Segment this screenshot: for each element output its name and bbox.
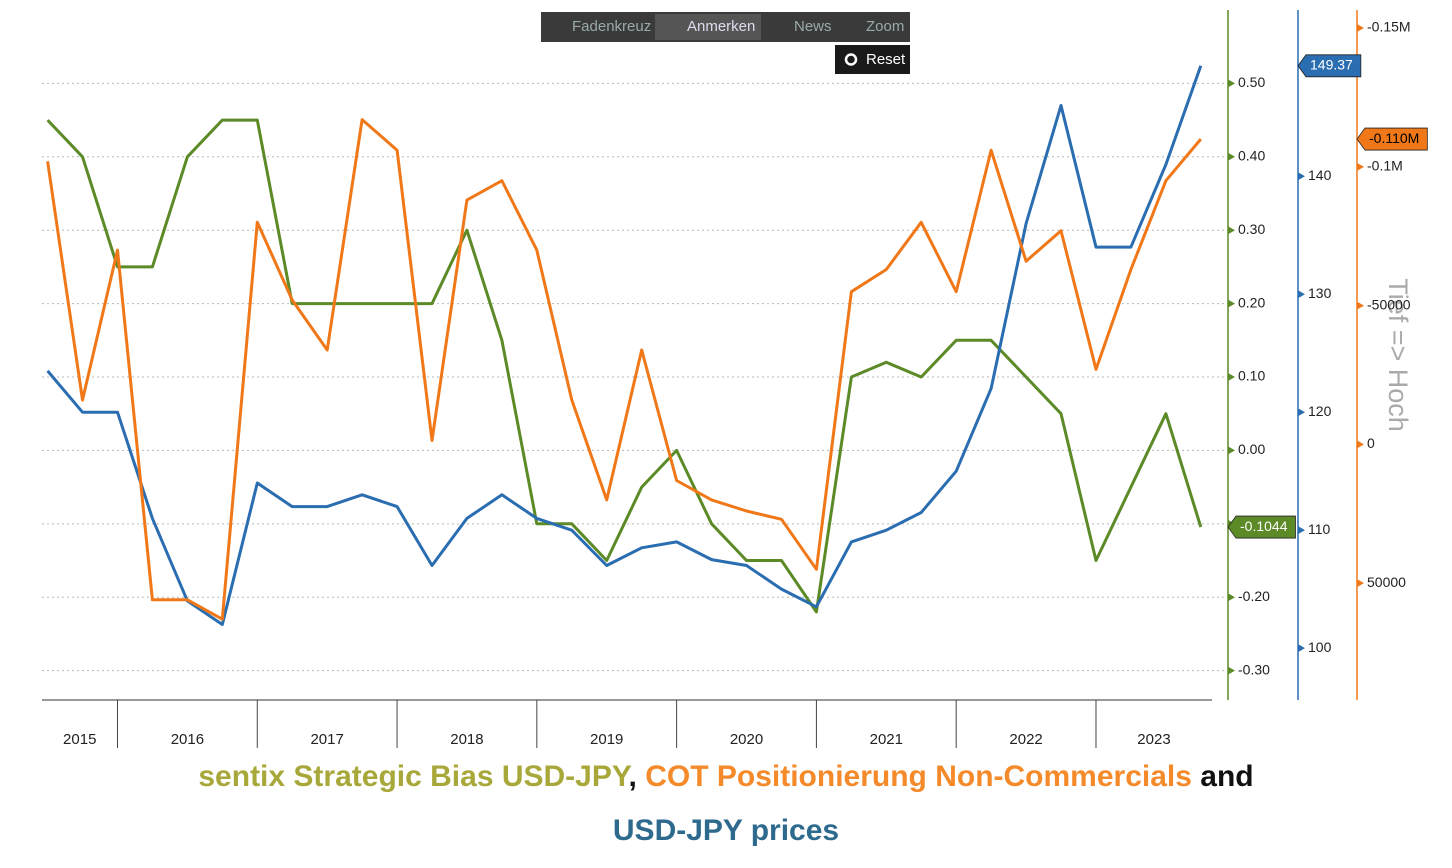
marker-box	[1227, 515, 1296, 539]
title-part: sentix Strategic Bias USD-JPY	[198, 760, 631, 793]
y-tick-label: 140	[1308, 167, 1332, 183]
y-tick-label: 0.00	[1238, 441, 1265, 457]
title-part: ,	[629, 760, 646, 793]
x-tick-label: 2016	[171, 731, 204, 748]
y-tick-label: 50000	[1367, 574, 1406, 590]
y-tick-label: 0.40	[1238, 148, 1265, 164]
y-tick-label: 120	[1308, 403, 1332, 419]
reset-bg[interactable]	[835, 45, 910, 74]
x-tick-label: 2020	[730, 731, 763, 748]
series-line	[46, 118, 1202, 621]
y-tick-label: 0.10	[1238, 368, 1265, 384]
tick-mark	[1357, 162, 1364, 171]
x-tick-label: 2019	[590, 731, 623, 748]
marker-box	[1297, 54, 1362, 78]
tick-mark	[1357, 24, 1364, 33]
tick-mark	[1298, 644, 1305, 653]
tick-mark	[1357, 579, 1364, 588]
x-tick-label: 2015	[63, 731, 96, 748]
last-value-marker: -0.110M	[1356, 127, 1428, 151]
tick-mark	[1357, 440, 1364, 449]
toolbar-active	[655, 14, 761, 40]
y-tick-label: 110	[1308, 521, 1331, 537]
y-tick-label: -0.30	[1238, 661, 1270, 677]
tick-mark	[1298, 172, 1305, 181]
toolbar-button[interactable]: Zoom	[866, 18, 904, 35]
y3-axis-label: Tief => Hoch	[1383, 278, 1413, 432]
title-part: and	[1192, 760, 1254, 793]
tick-mark	[1298, 526, 1305, 535]
y-tick-label: 100	[1308, 639, 1332, 655]
x-tick-label: 2017	[310, 731, 343, 748]
title-part: USD-JPY prices	[613, 814, 839, 847]
y-tick-label: 0	[1367, 435, 1375, 451]
series-line	[46, 65, 1203, 626]
tick-mark	[1357, 301, 1364, 310]
y-tick-label: -0.20	[1238, 588, 1270, 604]
marker-label: 149.37	[1310, 56, 1353, 72]
chart-title: USD-JPY prices	[613, 814, 839, 847]
tick-mark	[1228, 666, 1235, 675]
reset-button[interactable]: Reset	[866, 51, 906, 68]
last-value-marker: -0.1044	[1227, 515, 1296, 539]
tick-mark	[1298, 290, 1305, 299]
toolbar-button[interactable]: News	[794, 18, 832, 35]
tick-mark	[1228, 446, 1235, 455]
marker-label: -0.110M	[1369, 130, 1419, 146]
y-tick-label: -0.1M	[1367, 158, 1403, 174]
last-value-marker: 149.37	[1297, 54, 1362, 78]
tick-mark	[1228, 373, 1235, 382]
y-tick-label: -0.15M	[1367, 19, 1411, 35]
tick-mark	[1228, 593, 1235, 602]
y-tick-label: 0.30	[1238, 221, 1265, 237]
y-tick-label: 0.20	[1238, 294, 1265, 310]
x-tick-label: 2023	[1137, 731, 1170, 748]
x-tick-label: 2018	[450, 731, 483, 748]
tick-mark	[1228, 299, 1235, 308]
y-tick-label: 0.50	[1238, 74, 1265, 90]
series-line	[46, 118, 1203, 614]
toolbar-button[interactable]: Fadenkreuz	[572, 18, 651, 35]
marker-box	[1356, 127, 1428, 151]
marker-label: -0.1044	[1240, 518, 1288, 534]
toolbar-button[interactable]: Anmerken	[687, 18, 755, 35]
tick-mark	[1228, 79, 1235, 88]
reset-icon	[844, 53, 858, 66]
y-tick-label: -50000	[1367, 296, 1411, 312]
x-tick-label: 2022	[1009, 731, 1042, 748]
toolbar: Fadenkreuz Anmerken News Zoom Reset	[541, 12, 910, 74]
x-tick-label: 2021	[870, 731, 903, 748]
y-tick-label: 130	[1308, 285, 1332, 301]
tick-mark	[1228, 226, 1235, 235]
tick-mark	[1298, 408, 1305, 417]
tick-mark	[1228, 152, 1235, 161]
title-part: COT Positionierung Non-Commercials	[645, 760, 1192, 793]
chart-title: sentix Strategic Bias USD-JPY, COT Posit…	[198, 760, 1253, 793]
